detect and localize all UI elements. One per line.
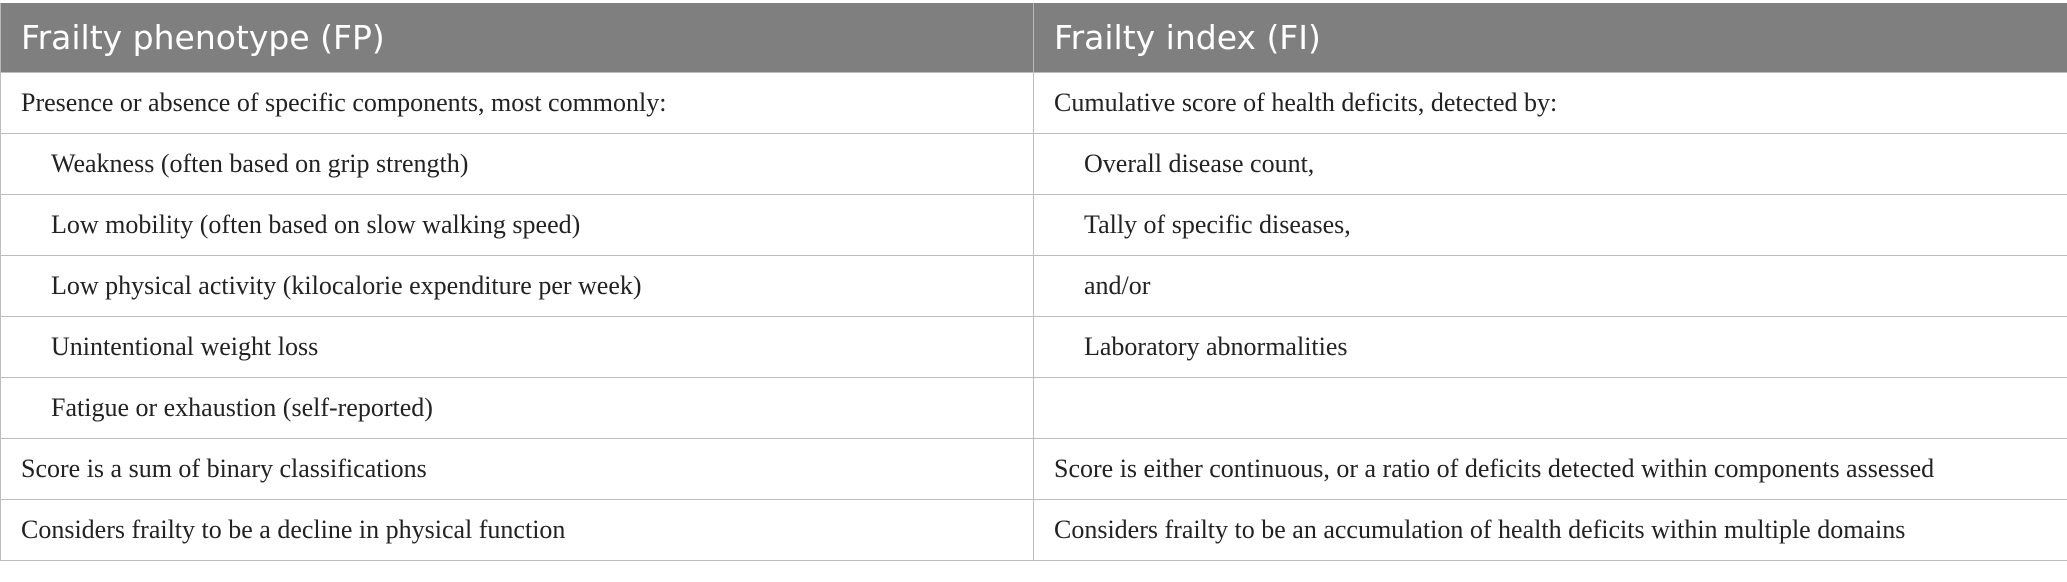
- fi-cell: Cumulative score of health deficits, det…: [1033, 71, 2067, 134]
- fp-cell: Fatigue or exhaustion (self-reported): [0, 376, 1034, 439]
- table-body: Presence or absence of specific componen…: [0, 71, 2067, 561]
- fi-cell: Considers frailty to be an accumulation …: [1033, 498, 2067, 561]
- frailty-comparison-table: Frailty phenotype (FP) Frailty index (FI…: [0, 3, 2067, 561]
- fp-cell: Low physical activity (kilocalorie expen…: [0, 254, 1034, 317]
- table-row: Weakness (often based on grip strength) O…: [0, 132, 2067, 195]
- fp-cell: Considers frailty to be a decline in phy…: [0, 498, 1034, 561]
- fi-cell: Laboratory abnormalities: [1033, 315, 2067, 378]
- table-row: Fatigue or exhaustion (self-reported): [0, 376, 2067, 439]
- fi-cell: Tally of specific diseases,: [1033, 193, 2067, 256]
- table-row: Unintentional weight loss Laboratory abno…: [0, 315, 2067, 378]
- fi-cell: and/or: [1033, 254, 2067, 317]
- frailty-comparison-table-wrap: Frailty phenotype (FP) Frailty index (FI…: [0, 3, 2067, 561]
- header-frailty-index: Frailty index (FI): [1033, 3, 2067, 72]
- header-frailty-phenotype: Frailty phenotype (FP): [0, 3, 1034, 72]
- fp-cell: Low mobility (often based on slow walkin…: [0, 193, 1034, 256]
- fp-cell: Weakness (often based on grip strength): [0, 132, 1034, 195]
- fi-cell: Score is either continuous, or a ratio o…: [1033, 437, 2067, 500]
- fi-cell: Overall disease count,: [1033, 132, 2067, 195]
- table-row: Low mobility (often based on slow walkin…: [0, 193, 2067, 256]
- fp-cell: Unintentional weight loss: [0, 315, 1034, 378]
- table-row: Score is a sum of binary classifications…: [0, 437, 2067, 500]
- table-row: Considers frailty to be a decline in phy…: [0, 498, 2067, 561]
- fp-cell: Presence or absence of specific componen…: [0, 71, 1034, 134]
- table-header-row: Frailty phenotype (FP) Frailty index (FI…: [0, 3, 2067, 72]
- table-row: Presence or absence of specific componen…: [0, 71, 2067, 134]
- table-row: Low physical activity (kilocalorie expen…: [0, 254, 2067, 317]
- fp-cell: Score is a sum of binary classifications: [0, 437, 1034, 500]
- fi-cell: [1033, 376, 2067, 439]
